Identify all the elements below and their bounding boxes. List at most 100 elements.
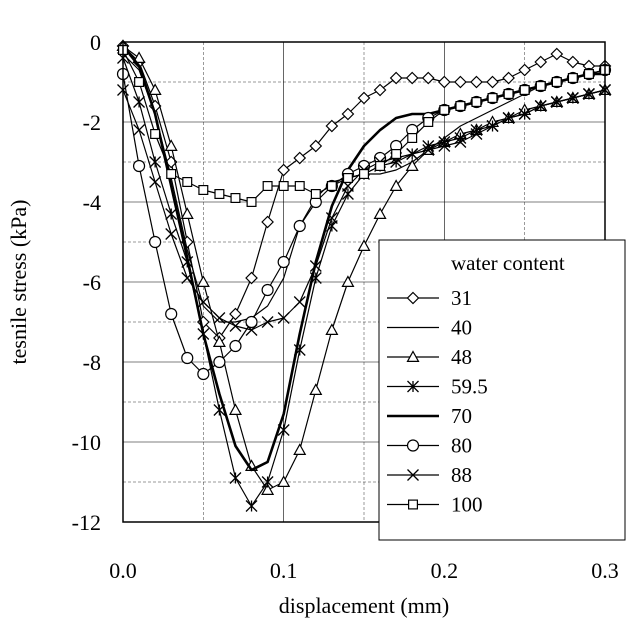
diamond-marker (454, 75, 467, 89)
x-tick-label: 0.0 (109, 558, 137, 583)
circle-marker (245, 315, 258, 329)
x-tick-labels: 0.0 0.1 0.2 0.3 (109, 558, 619, 583)
square-marker (310, 189, 321, 200)
x-marker (197, 296, 210, 308)
triangle-marker (293, 443, 307, 455)
circle-marker (132, 159, 146, 173)
series-100 (117, 44, 610, 208)
x-marker (406, 148, 419, 160)
x-marker (149, 176, 162, 188)
square-marker (471, 96, 482, 107)
square-marker (150, 129, 161, 140)
triangle-marker (341, 275, 355, 287)
x-marker (277, 312, 290, 324)
star-marker (165, 208, 178, 220)
x-marker (438, 140, 451, 152)
star-marker (229, 472, 242, 484)
square-marker (326, 181, 337, 192)
circle-marker (165, 307, 178, 321)
triangle-marker (373, 207, 387, 219)
star-marker (133, 96, 146, 108)
triangle-marker (228, 403, 242, 415)
triangle-marker (132, 51, 146, 64)
star-marker (245, 500, 258, 512)
circle-marker (261, 283, 274, 297)
square-marker (423, 116, 434, 127)
legend-label: 31 (451, 286, 472, 310)
square-marker (182, 177, 193, 188)
square-marker (246, 197, 257, 208)
triangle-marker (357, 239, 371, 251)
x-axis-label: displacement (mm) (279, 593, 449, 618)
triangle-marker (389, 179, 403, 191)
x-tick-label: 0.2 (431, 558, 459, 583)
legend: water content 31 40 48 59.5 70 80 88 100 (378, 239, 626, 541)
triangle-marker (309, 383, 323, 395)
x-tick-label: 0.3 (591, 558, 619, 583)
diamond-marker (518, 63, 532, 77)
diamond-marker (421, 71, 435, 85)
legend-box (378, 239, 626, 541)
legend-items: 31 40 48 59.5 70 80 88 100 (387, 286, 488, 517)
x-marker (325, 212, 338, 224)
legend-label: 48 (451, 345, 472, 369)
circle-marker (277, 255, 290, 269)
legend-label: 100 (451, 493, 483, 517)
square-marker (439, 104, 450, 115)
square-marker (359, 169, 370, 180)
x-marker (518, 108, 531, 120)
diamond-marker (293, 151, 307, 165)
diamond-marker (389, 71, 403, 85)
triangle-marker (164, 139, 178, 151)
legend-label: 40 (451, 316, 472, 340)
legend-title: water content (451, 251, 565, 275)
triangle-marker (180, 207, 194, 219)
x-marker (470, 128, 483, 140)
star-marker (407, 380, 419, 393)
triangle-marker (405, 159, 419, 171)
x-marker (309, 260, 322, 272)
diamond-marker (437, 75, 451, 89)
legend-item: 70 (387, 404, 472, 428)
x-marker (213, 312, 226, 324)
diamond-marker (470, 75, 483, 89)
diamond-marker (261, 215, 274, 229)
x-marker (422, 144, 435, 156)
diamond-marker (309, 139, 323, 153)
square-marker (551, 76, 562, 87)
diamond-marker (325, 119, 339, 133)
star-marker (261, 476, 274, 488)
square-marker (391, 149, 402, 160)
legend-item: 40 (387, 316, 472, 340)
x-marker (454, 136, 467, 148)
y-tick-label: -8 (83, 350, 101, 375)
circle-marker (197, 367, 210, 381)
circle-marker (293, 219, 306, 233)
square-marker (407, 133, 418, 144)
diamond-marker (534, 55, 548, 69)
diamond-marker (245, 271, 258, 285)
square-marker (342, 173, 353, 184)
legend-item: 31 (387, 286, 472, 310)
x-marker (133, 124, 146, 136)
x-marker (534, 100, 547, 112)
square-marker (519, 84, 530, 95)
x-marker (261, 316, 274, 328)
diamond-marker (486, 75, 499, 89)
series-layer (116, 39, 612, 512)
triangle-marker (196, 275, 210, 287)
square-marker (503, 88, 514, 99)
square-marker (134, 76, 145, 87)
legend-label: 88 (451, 463, 472, 487)
square-marker (535, 80, 546, 91)
circle-marker (213, 355, 226, 369)
diamond-marker (550, 47, 564, 61)
diamond-marker (373, 83, 387, 97)
y-tick-label: 0 (90, 30, 101, 55)
y-tick-label: -2 (83, 110, 101, 135)
legend-item: 100 (387, 493, 483, 517)
y-tick-label: -10 (72, 430, 101, 455)
x-tick-label: 0.1 (270, 558, 298, 583)
diamond-marker (502, 71, 515, 85)
legend-item: 59.5 (387, 375, 488, 399)
